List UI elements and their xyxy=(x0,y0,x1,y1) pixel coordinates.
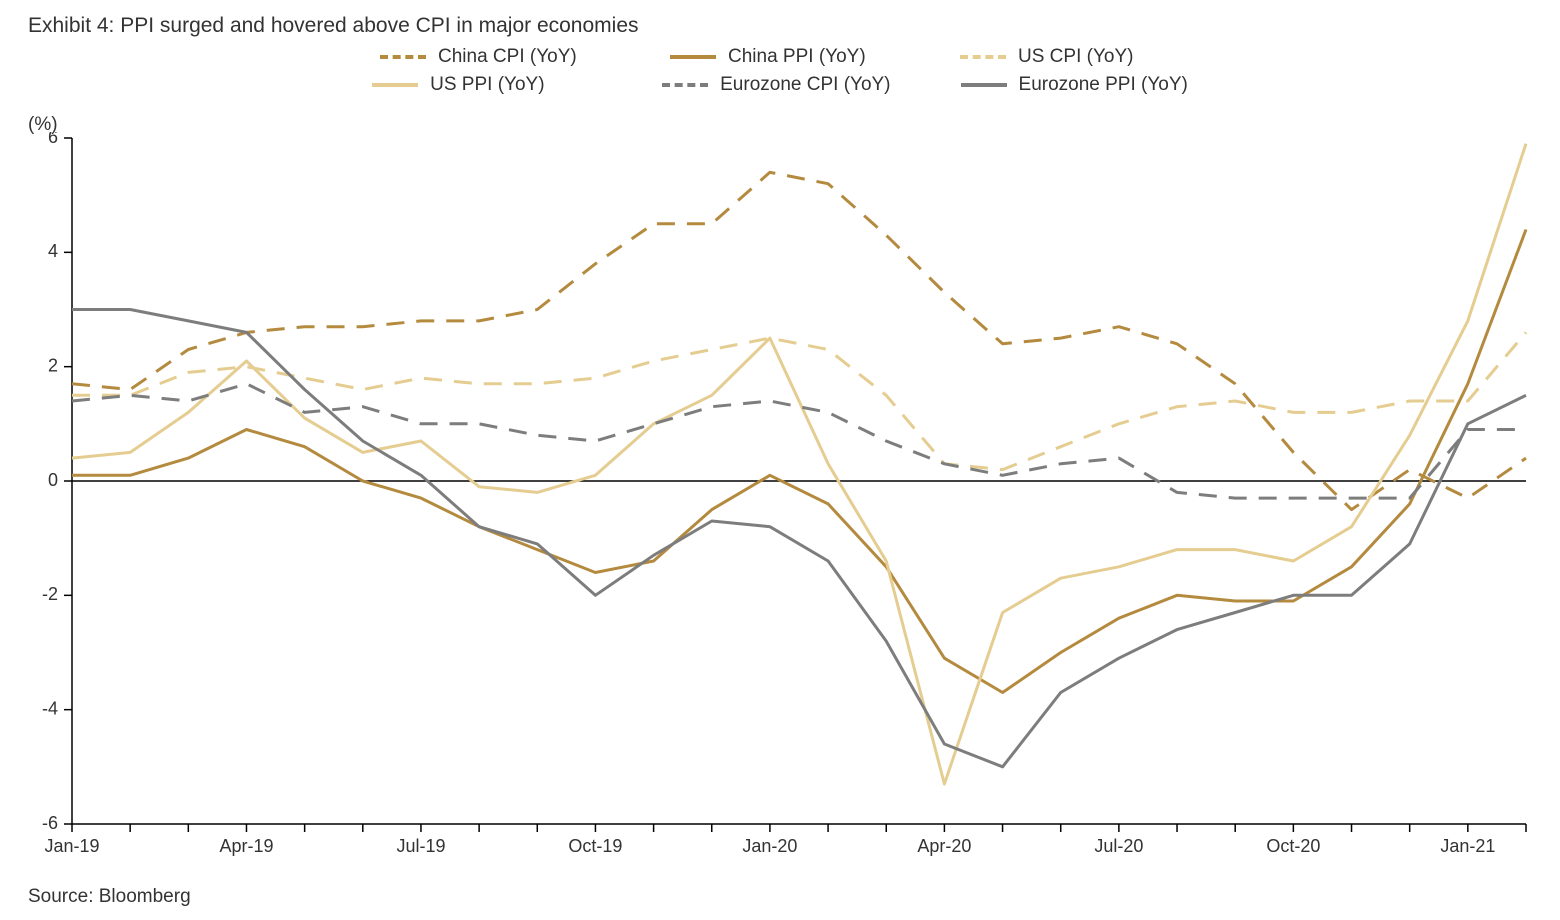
line-chart-svg: -6 -4 -2 0 2 4 6 Jan-19 Apr-19 Jul-19 Oct-19 Jan-20… xyxy=(24,132,1536,860)
chart-title: Exhibit 4: PPI surged and hovered above … xyxy=(28,14,1536,38)
svg-text:Jan-20: Jan-20 xyxy=(742,836,797,856)
legend-label: China PPI (YoY) xyxy=(728,46,866,68)
svg-text:2: 2 xyxy=(48,355,58,375)
legend-item: China CPI (YoY) xyxy=(380,46,600,68)
legend-item: China PPI (YoY) xyxy=(670,46,890,68)
svg-text:0: 0 xyxy=(48,470,58,490)
legend-item: US PPI (YoY) xyxy=(372,74,592,96)
legend: China CPI (YoY) China PPI (YoY) US CPI (Yo… xyxy=(24,46,1536,96)
svg-text:Jul-19: Jul-19 xyxy=(396,836,445,856)
legend-swatch xyxy=(380,55,426,59)
legend-label: China CPI (YoY) xyxy=(438,46,577,68)
svg-text:-4: -4 xyxy=(42,698,58,718)
svg-text:Jan-21: Jan-21 xyxy=(1440,836,1495,856)
legend-row: US PPI (YoY) Eurozone CPI (YoY) Eurozone P… xyxy=(372,74,1188,96)
legend-swatch xyxy=(662,83,708,87)
legend-item: Eurozone PPI (YoY) xyxy=(961,74,1188,96)
svg-text:Oct-20: Oct-20 xyxy=(1266,836,1320,856)
legend-item: Eurozone CPI (YoY) xyxy=(662,74,890,96)
page-root: Exhibit 4: PPI surged and hovered above … xyxy=(0,0,1560,920)
source-attribution: Source: Bloomberg xyxy=(28,886,191,908)
legend-label: US PPI (YoY) xyxy=(430,74,544,96)
svg-text:Apr-20: Apr-20 xyxy=(917,836,971,856)
legend-row: China CPI (YoY) China PPI (YoY) US CPI (Yo… xyxy=(380,46,1180,68)
legend-label: Eurozone CPI (YoY) xyxy=(720,74,890,96)
svg-text:Apr-19: Apr-19 xyxy=(219,836,273,856)
chart-area: -6 -4 -2 0 2 4 6 Jan-19 Apr-19 Jul-19 Oct-19 Jan-20… xyxy=(24,132,1536,860)
legend-swatch xyxy=(372,83,418,87)
svg-text:6: 6 xyxy=(48,132,58,147)
svg-text:4: 4 xyxy=(48,241,58,261)
legend-swatch xyxy=(960,55,1006,59)
legend-swatch xyxy=(670,55,716,59)
legend-item: US CPI (YoY) xyxy=(960,46,1180,68)
svg-text:Oct-19: Oct-19 xyxy=(568,836,622,856)
svg-text:Jul-20: Jul-20 xyxy=(1094,836,1143,856)
legend-swatch xyxy=(961,83,1007,87)
svg-text:-6: -6 xyxy=(42,813,58,833)
legend-label: Eurozone PPI (YoY) xyxy=(1019,74,1188,96)
svg-text:Jan-19: Jan-19 xyxy=(44,836,99,856)
svg-text:-2: -2 xyxy=(42,584,58,604)
legend-label: US CPI (YoY) xyxy=(1018,46,1133,68)
